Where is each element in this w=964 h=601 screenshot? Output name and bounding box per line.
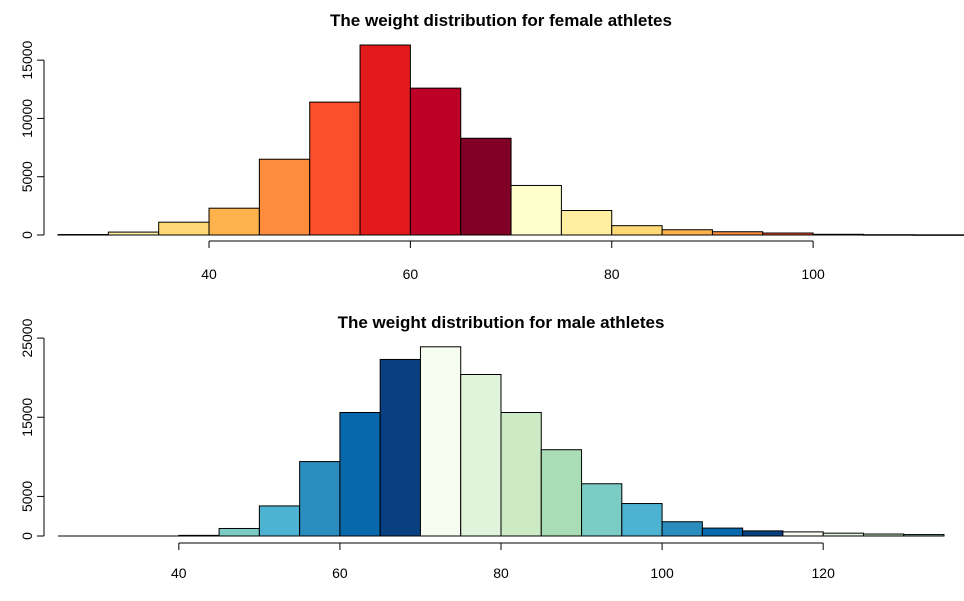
male-bar-130-135 bbox=[903, 534, 945, 537]
female-y-tick-label: 15000 bbox=[19, 40, 35, 79]
male-bars bbox=[58, 346, 945, 537]
female-bar-50-55 bbox=[309, 101, 361, 236]
female-bar-100-105 bbox=[812, 233, 864, 236]
male-y-tick-label: 25000 bbox=[19, 318, 35, 357]
male-weight-histogram: The weight distribution for male athlete… bbox=[19, 313, 945, 581]
male-bar-80-85 bbox=[500, 412, 542, 537]
male-bar-125-130 bbox=[862, 533, 905, 537]
male-x-tick-label: 120 bbox=[812, 565, 836, 581]
male-bar-75-80 bbox=[460, 374, 502, 537]
female-bar-110-115 bbox=[913, 234, 964, 236]
female-x-axis: 40 60 80 100 bbox=[201, 240, 825, 282]
female-bar-95-100 bbox=[762, 232, 814, 236]
female-bar-55-60 bbox=[359, 44, 411, 236]
female-bar-105-110 bbox=[862, 234, 915, 236]
male-y-tick-label: 5000 bbox=[19, 481, 35, 512]
female-bar-45-50 bbox=[258, 158, 311, 236]
female-bar-70-75 bbox=[510, 184, 562, 236]
female-bar-65-70 bbox=[460, 137, 512, 236]
male-x-tick-label: 60 bbox=[332, 565, 348, 581]
male-x-tick-label: 40 bbox=[171, 565, 187, 581]
male-bar-90-95 bbox=[581, 483, 623, 537]
female-bar-85-90 bbox=[661, 229, 713, 236]
male-bar-110-115 bbox=[742, 530, 784, 537]
male-bar-60-65 bbox=[339, 412, 381, 537]
male-bar-95-100 bbox=[621, 503, 663, 537]
male-y-axis: 0 5000 15000 25000 bbox=[19, 318, 45, 540]
male-bar-65-70 bbox=[379, 358, 421, 537]
female-bar-75-80 bbox=[560, 210, 613, 236]
male-x-axis: 40 60 80 100 120 bbox=[171, 542, 836, 581]
female-x-tick-label: 40 bbox=[201, 266, 217, 282]
male-bar-40-45 bbox=[178, 534, 220, 537]
male-bar-45-50 bbox=[218, 527, 260, 537]
female-weight-histogram: The weight distribution for female athle… bbox=[19, 11, 964, 282]
female-x-tick-label: 60 bbox=[403, 266, 419, 282]
male-x-tick-label: 80 bbox=[493, 565, 509, 581]
male-bar-85-90 bbox=[540, 449, 583, 537]
female-y-axis: 0 5000 10000 15000 bbox=[19, 40, 45, 239]
female-y-tick-label: 0 bbox=[19, 231, 35, 239]
female-bar-30-35 bbox=[107, 231, 160, 236]
male-y-tick-label: 15000 bbox=[19, 398, 35, 437]
female-bar-40-45 bbox=[208, 207, 260, 236]
female-bars bbox=[57, 44, 964, 236]
male-bar-50-55 bbox=[258, 505, 301, 537]
male-bar-115-120 bbox=[782, 531, 824, 537]
female-bar-80-85 bbox=[611, 225, 663, 236]
female-y-tick-label: 5000 bbox=[19, 161, 35, 192]
male-bar-120-125 bbox=[822, 532, 864, 537]
male-bar-105-110 bbox=[701, 527, 744, 537]
female-chart-title: The weight distribution for female athle… bbox=[330, 11, 672, 30]
male-bar-100-105 bbox=[661, 521, 703, 537]
female-bar-35-40 bbox=[158, 221, 210, 236]
male-x-tick-label: 100 bbox=[650, 565, 674, 581]
female-bar-25-30 bbox=[57, 234, 109, 236]
female-y-tick-label: 10000 bbox=[19, 99, 35, 138]
female-bar-60-65 bbox=[409, 87, 462, 236]
female-x-tick-label: 100 bbox=[801, 266, 825, 282]
male-bar-70-75 bbox=[419, 346, 462, 537]
male-bar-55-60 bbox=[299, 461, 341, 537]
male-y-tick-label: 0 bbox=[19, 532, 35, 540]
female-bar-90-95 bbox=[711, 231, 764, 236]
male-chart-title: The weight distribution for male athlete… bbox=[338, 313, 665, 332]
female-x-tick-label: 80 bbox=[604, 266, 620, 282]
